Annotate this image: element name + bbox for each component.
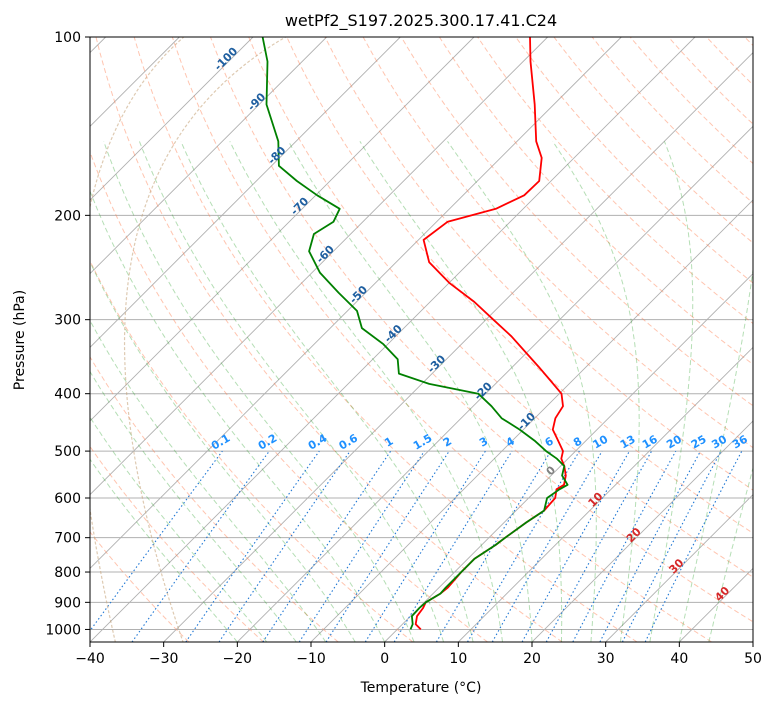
dry-adiabat-line xyxy=(324,37,753,491)
y-tick-label: 800 xyxy=(54,565,81,581)
x-tick-label: 10 xyxy=(449,651,467,667)
isotherm-line xyxy=(90,37,548,496)
y-tick-label: 400 xyxy=(54,387,81,403)
y-tick-label: 1000 xyxy=(45,622,81,638)
saturation-curve xyxy=(124,37,288,642)
mixing-ratio-line xyxy=(131,450,270,642)
x-tick-label: −20 xyxy=(223,651,253,667)
dry-adiabat-line xyxy=(133,37,638,642)
dry-adiabat-line xyxy=(210,37,753,623)
dry-adiabat-line xyxy=(362,37,753,449)
isotherm-line xyxy=(90,37,475,422)
isotherm-line xyxy=(90,37,327,275)
mixing-ratio-line xyxy=(90,450,223,632)
dry-adiabat-line xyxy=(248,37,753,578)
background-grid xyxy=(90,37,753,642)
mixing-ratio-line xyxy=(491,450,603,642)
moist-adiabat-line xyxy=(708,466,753,642)
moist-adiabat-line xyxy=(90,458,238,642)
x-tick-label: 30 xyxy=(597,651,615,667)
moist-adiabat-line xyxy=(180,141,474,642)
isotherm-line xyxy=(458,346,753,642)
x-tick-label: 50 xyxy=(744,651,762,667)
x-tick-label: 40 xyxy=(670,651,688,667)
x-tick-label: −40 xyxy=(75,651,105,667)
dry-adiabat-line xyxy=(400,37,753,407)
x-tick-label: 20 xyxy=(523,651,541,667)
mixing-ratio-line xyxy=(393,450,513,642)
mixing-ratio-line xyxy=(545,450,653,642)
x-tick-label: −10 xyxy=(296,651,326,667)
mixing-ratio-line xyxy=(218,450,351,642)
dry-adiabat-line xyxy=(95,37,563,642)
dry-adiabat-line xyxy=(553,37,753,244)
mixing-ratio-line xyxy=(325,450,450,642)
dry-adiabat-line xyxy=(438,37,753,365)
profiles xyxy=(261,37,569,631)
isotherm-line xyxy=(310,199,753,642)
mixing-ratio-line xyxy=(185,450,320,642)
x-tick-label: −30 xyxy=(149,651,179,667)
y-tick-label: 600 xyxy=(54,491,81,507)
plot-background xyxy=(90,37,753,642)
isotherm-line xyxy=(384,273,753,642)
axes: −40 −30 −20 −10 0 10 20 30 40 50 100 200 300 400 500 60… xyxy=(45,30,762,667)
isotherm-line xyxy=(605,494,753,642)
y-tick-label: 300 xyxy=(54,313,81,329)
dry-adiabat-line xyxy=(591,37,753,204)
mixing-ratio-line xyxy=(572,450,677,642)
moist-adiabat-line xyxy=(90,319,327,642)
y-tick-label: 900 xyxy=(54,595,81,611)
isotherm-line xyxy=(90,37,254,201)
moist-adiabat-line xyxy=(90,370,297,642)
dry-adiabat-line xyxy=(171,37,712,642)
isotherm-line xyxy=(90,37,622,569)
y-tick-label: 100 xyxy=(54,30,81,46)
dry-adiabat-line xyxy=(90,531,190,642)
isotherm-line xyxy=(90,37,401,348)
moist-adiabat-line xyxy=(103,141,415,642)
moist-adiabat-line xyxy=(288,141,533,642)
moist-adiabat-line xyxy=(90,260,356,642)
mixing-ratio-line xyxy=(435,450,552,642)
moist-adiabat-line xyxy=(90,416,268,642)
moist-adiabat-line xyxy=(649,141,694,642)
isotherm-line xyxy=(90,37,696,642)
isotherm-line xyxy=(237,125,753,642)
isotherm-line xyxy=(752,641,753,642)
x-axis-label: Temperature (°C) xyxy=(360,680,482,696)
y-tick-label: 500 xyxy=(54,444,81,460)
moist-adiabat-line xyxy=(678,265,753,642)
moist-adiabat-line xyxy=(552,141,640,642)
moist-adiabat-line xyxy=(138,141,445,642)
dewpoint-profile-line xyxy=(261,37,569,630)
dry-adiabat-line xyxy=(477,37,753,325)
plot-frame xyxy=(89,36,754,643)
chart-title: wetPf2_S197.2025.300.17.41.C24 xyxy=(285,11,557,31)
isotherm-line xyxy=(163,52,753,642)
isotherm-line xyxy=(531,420,753,642)
moist-adiabat-line xyxy=(229,141,503,642)
mixing-ratio-line xyxy=(467,450,580,642)
dry-adiabat-line xyxy=(90,150,488,642)
moist-adiabat-line xyxy=(447,141,597,642)
mixing-ratio-line xyxy=(521,450,630,642)
x-tick-label: 0 xyxy=(380,651,389,667)
moist-adiabat-line xyxy=(359,141,563,642)
y-axis-label: Pressure (hPa) xyxy=(12,290,28,390)
y-tick-label: 700 xyxy=(54,531,81,547)
mixing-ratio-line xyxy=(364,450,486,642)
dry-adiabat-line xyxy=(90,259,414,642)
y-tick-label: 200 xyxy=(54,208,81,224)
dry-adiabat-line xyxy=(90,355,339,642)
dry-adiabat-line xyxy=(286,37,753,534)
